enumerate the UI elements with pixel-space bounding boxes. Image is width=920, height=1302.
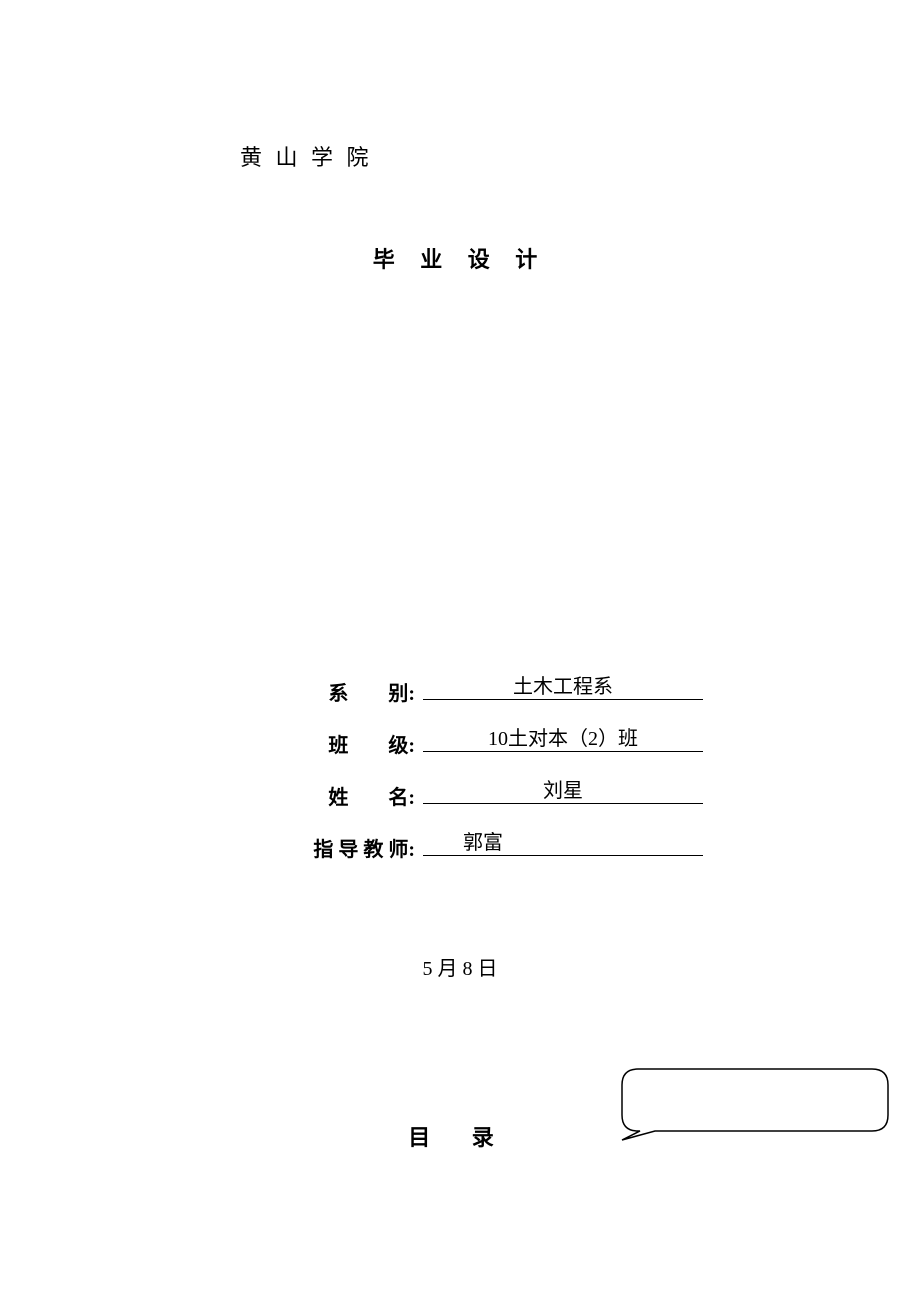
- form-section: 系 别: 土木工程系 班 级: 10土对本（2）班 姓 名: 刘星: [100, 674, 820, 862]
- form-underline: [423, 699, 703, 700]
- form-label-department: 系 别:: [270, 677, 415, 706]
- form-label-advisor: 指 导 教 师:: [270, 833, 415, 862]
- form-label-name: 姓 名:: [270, 781, 415, 810]
- form-row-advisor: 指 导 教 师: 郭富: [100, 830, 820, 862]
- document-title: 毕 业 设 计: [100, 242, 820, 274]
- form-underline: [423, 751, 703, 752]
- form-value-department: 土木工程系: [423, 670, 703, 699]
- form-value-wrapper: 10土对本（2）班: [423, 726, 703, 752]
- form-underline: [423, 803, 703, 804]
- document-page: 黄 山 学 院 毕 业 设 计 系 别: 土木工程系 班 级: 10土对本（2）…: [0, 0, 920, 1302]
- speech-bubble-callout: [620, 1067, 890, 1142]
- form-row-name: 姓 名: 刘星: [100, 778, 820, 810]
- form-value-wrapper: 土木工程系: [423, 674, 703, 700]
- form-value-wrapper: 刘星: [423, 778, 703, 804]
- form-value-advisor: 郭富: [423, 826, 703, 855]
- form-row-department: 系 别: 土木工程系: [100, 674, 820, 706]
- form-value-wrapper: 郭富: [423, 830, 703, 856]
- form-underline: [423, 855, 703, 856]
- form-value-name: 刘星: [423, 774, 703, 803]
- speech-bubble-icon: [620, 1067, 890, 1142]
- form-value-class: 10土对本（2）班: [423, 722, 703, 751]
- form-row-class: 班 级: 10土对本（2）班: [100, 726, 820, 758]
- form-label-class: 班 级:: [270, 729, 415, 758]
- document-date: 5 月 8 日: [100, 952, 820, 981]
- institution-name: 黄 山 学 院: [240, 140, 820, 172]
